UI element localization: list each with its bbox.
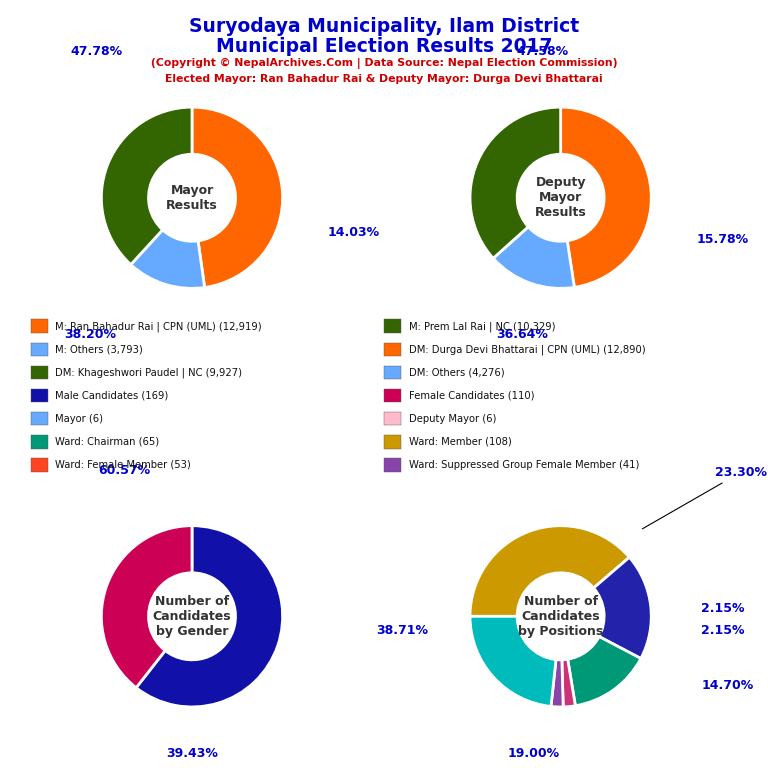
Wedge shape: [568, 637, 641, 706]
Wedge shape: [561, 107, 651, 287]
Text: 38.71%: 38.71%: [376, 624, 428, 637]
Text: DM: Durga Devi Bhattarai | CPN (UML) (12,890): DM: Durga Devi Bhattarai | CPN (UML) (12…: [409, 344, 645, 355]
Text: 14.03%: 14.03%: [328, 227, 380, 240]
Text: Ward: Chairman (65): Ward: Chairman (65): [55, 436, 160, 447]
Text: Deputy
Mayor
Results: Deputy Mayor Results: [535, 177, 587, 219]
Wedge shape: [493, 227, 574, 288]
Text: M: Others (3,793): M: Others (3,793): [55, 344, 143, 355]
Text: (Copyright © NepalArchives.Com | Data Source: Nepal Election Commission): (Copyright © NepalArchives.Com | Data So…: [151, 58, 617, 69]
Wedge shape: [470, 107, 561, 258]
Text: 47.78%: 47.78%: [71, 45, 123, 58]
Text: 47.58%: 47.58%: [516, 45, 568, 58]
Text: Elected Mayor: Ran Bahadur Rai & Deputy Mayor: Durga Devi Bhattarai: Elected Mayor: Ran Bahadur Rai & Deputy …: [165, 74, 603, 84]
Text: 39.43%: 39.43%: [166, 746, 218, 760]
Wedge shape: [470, 616, 556, 707]
Text: 2.15%: 2.15%: [701, 624, 745, 637]
Text: M: Prem Lal Rai | NC (10,329): M: Prem Lal Rai | NC (10,329): [409, 321, 555, 332]
Text: Male Candidates (169): Male Candidates (169): [55, 390, 168, 401]
Text: 38.20%: 38.20%: [64, 328, 116, 341]
Text: 19.00%: 19.00%: [508, 746, 560, 760]
Text: Ward: Female Member (53): Ward: Female Member (53): [55, 459, 191, 470]
Wedge shape: [551, 660, 563, 707]
Text: Municipal Election Results 2017: Municipal Election Results 2017: [216, 37, 552, 56]
Text: M: Ran Bahadur Rai | CPN (UML) (12,919): M: Ran Bahadur Rai | CPN (UML) (12,919): [55, 321, 262, 332]
Text: 2.15%: 2.15%: [701, 602, 745, 615]
Text: Ward: Suppressed Group Female Member (41): Ward: Suppressed Group Female Member (41…: [409, 459, 639, 470]
Wedge shape: [562, 659, 575, 707]
Text: 23.30%: 23.30%: [642, 466, 766, 529]
Wedge shape: [136, 525, 283, 707]
Wedge shape: [470, 526, 630, 617]
Wedge shape: [101, 107, 192, 265]
Text: Mayor
Results: Mayor Results: [166, 184, 218, 212]
Text: Mayor (6): Mayor (6): [55, 413, 103, 424]
Text: Number of
Candidates
by Gender: Number of Candidates by Gender: [153, 595, 231, 637]
Text: DM: Others (4,276): DM: Others (4,276): [409, 367, 505, 378]
Text: 36.64%: 36.64%: [496, 328, 548, 341]
Text: 14.70%: 14.70%: [701, 679, 753, 692]
Text: Ward: Member (108): Ward: Member (108): [409, 436, 511, 447]
Text: Female Candidates (110): Female Candidates (110): [409, 390, 534, 401]
Wedge shape: [594, 558, 651, 658]
Wedge shape: [131, 230, 204, 288]
Text: 60.57%: 60.57%: [98, 464, 150, 477]
Text: Suryodaya Municipality, Ilam District: Suryodaya Municipality, Ilam District: [189, 17, 579, 36]
Text: Number of
Candidates
by Positions: Number of Candidates by Positions: [518, 595, 604, 637]
Text: 15.78%: 15.78%: [697, 233, 749, 246]
Wedge shape: [101, 525, 192, 687]
Wedge shape: [192, 107, 283, 287]
Text: Deputy Mayor (6): Deputy Mayor (6): [409, 413, 496, 424]
Text: DM: Khageshwori Paudel | NC (9,927): DM: Khageshwori Paudel | NC (9,927): [55, 367, 242, 378]
